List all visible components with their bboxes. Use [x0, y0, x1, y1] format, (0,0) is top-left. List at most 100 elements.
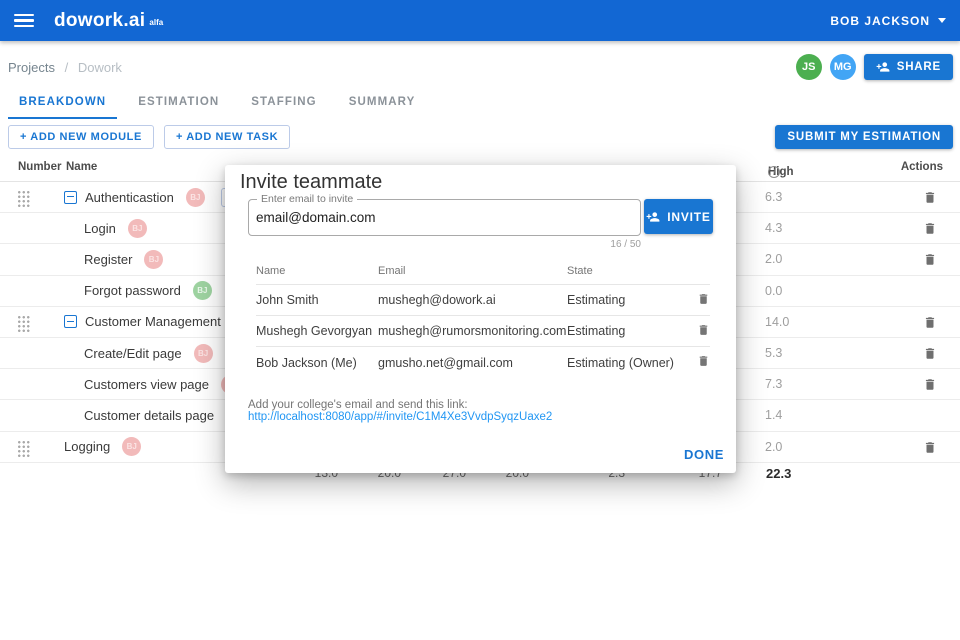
column-name: Name: [66, 161, 98, 173]
trash-icon: [925, 317, 935, 328]
invite-button-label: INVITE: [667, 209, 711, 224]
column-actions: Actions: [900, 161, 943, 173]
invitee-email: mushegh@dowork.ai: [378, 293, 496, 307]
row-name: Authenticastion: [85, 189, 174, 205]
row-name: Customers view page: [84, 376, 209, 392]
high-estimate-value: 2.0: [765, 252, 783, 267]
estimator-badge: BJ: [122, 437, 142, 457]
done-button[interactable]: DONE: [684, 447, 724, 462]
high-estimate-value: 6.3: [765, 190, 783, 204]
add-new-module-button[interactable]: + ADD NEW MODULE: [8, 125, 154, 149]
delete-row-button[interactable]: [923, 315, 937, 335]
high-estimate-value: 4.3: [765, 221, 783, 236]
add-new-task-button[interactable]: + ADD NEW TASK: [163, 125, 291, 149]
trash-icon: [699, 324, 708, 335]
invite-link-line: Add your college's email and send this l…: [248, 399, 736, 423]
high-total: 22.3: [766, 466, 792, 481]
breadcrumb-projects-link[interactable]: Projects: [8, 59, 55, 75]
remove-invitee-button[interactable]: [697, 292, 710, 309]
drag-handle-icon[interactable]: [17, 314, 30, 332]
trash-icon: [925, 348, 935, 359]
invitees-table: Name Email State John Smith mushegh@dowo…: [256, 263, 710, 378]
high-estimate-value: 2.0: [765, 439, 783, 454]
remove-invitee-button[interactable]: [697, 323, 710, 340]
trash-icon: [925, 379, 935, 390]
email-input[interactable]: [256, 200, 634, 235]
user-name: BOB JACKSON: [830, 13, 930, 28]
delete-row-button[interactable]: [923, 190, 937, 210]
tab[interactable]: BREAKDOWN: [8, 88, 118, 119]
row-name: Create/Edit page: [84, 345, 182, 361]
row-name: Customer Management: [85, 314, 221, 330]
trash-icon: [925, 223, 935, 234]
logo-alfa-badge: alfa: [149, 18, 164, 27]
invitee-state: Estimating: [567, 293, 626, 307]
column-number: Number: [18, 161, 62, 173]
tab[interactable]: SUMMARY: [348, 96, 416, 108]
row-name: Customer details page: [84, 407, 215, 423]
collapse-icon[interactable]: [64, 190, 77, 204]
estimator-badge: BJ: [144, 249, 164, 269]
tab[interactable]: ESTIMATION: [138, 96, 220, 108]
drag-handle-icon[interactable]: [17, 190, 30, 207]
app-logo: dowork.ai: [54, 9, 146, 31]
row-name: Forgot password: [84, 283, 181, 299]
breadcrumb-separator: /: [64, 59, 69, 75]
breadcrumb: Projects / Dowork: [8, 60, 122, 75]
row-name: Logging: [64, 439, 111, 455]
delete-row-button[interactable]: [923, 440, 937, 460]
invitee-name: John Smith: [256, 293, 319, 307]
breadcrumb-current: Dowork: [77, 59, 122, 75]
invitee-state: Estimating (Owner): [567, 355, 674, 370]
invite-link-prefix: Add your college's email and send this l…: [248, 399, 468, 411]
tab[interactable]: STAFFING: [251, 96, 317, 108]
trash-icon: [699, 356, 708, 366]
high-estimate-value: 14.0: [765, 314, 790, 329]
estimator-badge: BJ: [192, 281, 212, 301]
avatar[interactable]: MG: [829, 54, 856, 80]
invite-link[interactable]: http://localhost:8080/app/#/invite/C1M4X…: [248, 411, 553, 423]
remove-invitee-button[interactable]: [697, 354, 710, 371]
submit-estimation-button[interactable]: SUBMIT MY ESTIMATION: [775, 125, 953, 149]
share-button[interactable]: SHARE: [863, 54, 953, 80]
collapse-icon[interactable]: [64, 315, 77, 329]
estimator-badge: BJ: [127, 218, 147, 238]
email-field-outline: Enter email to invite: [248, 193, 641, 236]
delete-row-button[interactable]: [923, 221, 937, 241]
info-icon[interactable]: i: [768, 166, 780, 178]
person-add-icon: [646, 211, 660, 222]
trash-icon: [925, 254, 935, 266]
high-estimate-value: 5.3: [765, 345, 783, 360]
invitees-column-state: State: [567, 264, 593, 277]
invite-button[interactable]: INVITE: [644, 199, 713, 234]
high-estimate-value: 0.0: [765, 283, 783, 298]
estimator-badge: BJ: [185, 187, 205, 207]
invitee-row: Bob Jackson (Me) gmusho.net@gmail.com Es…: [256, 347, 710, 378]
avatar[interactable]: JS: [795, 54, 822, 80]
delete-row-button[interactable]: [923, 377, 937, 397]
invitee-email: mushegh@rumorsmonitoring.com: [378, 324, 567, 338]
app-header: dowork.ai alfa BOB JACKSON: [0, 0, 960, 41]
row-name: Login: [84, 220, 116, 236]
user-menu[interactable]: BOB JACKSON: [830, 14, 946, 28]
trash-icon: [925, 441, 935, 453]
invitee-name: Mushegh Gevorgyan: [256, 324, 373, 338]
invitee-row: Mushegh Gevorgyan mushegh@rumorsmonitori…: [256, 316, 710, 347]
delete-row-button[interactable]: [923, 346, 937, 366]
invitee-email: gmusho.net@gmail.com: [378, 355, 513, 370]
row-name: Register: [84, 251, 133, 267]
delete-row-button[interactable]: [923, 252, 937, 272]
char-counter: 16 / 50: [610, 239, 641, 250]
trash-icon: [925, 192, 935, 203]
menu-icon[interactable]: [14, 13, 34, 28]
active-tab-underline: [8, 116, 118, 119]
invitee-row: John Smith mushegh@dowork.ai Estimating: [256, 285, 710, 316]
modal-title: Invite teammate: [240, 171, 383, 193]
project-tabs: BREAKDOWN ESTIMATION STAFFING SUMMARY: [8, 88, 436, 119]
high-estimate-value: 1.4: [765, 408, 783, 423]
share-button-label: SHARE: [896, 61, 941, 73]
invitee-state: Estimating: [567, 324, 626, 338]
trash-icon: [699, 293, 708, 304]
invitees-column-name: Name: [256, 264, 286, 277]
drag-handle-icon[interactable]: [17, 439, 30, 457]
